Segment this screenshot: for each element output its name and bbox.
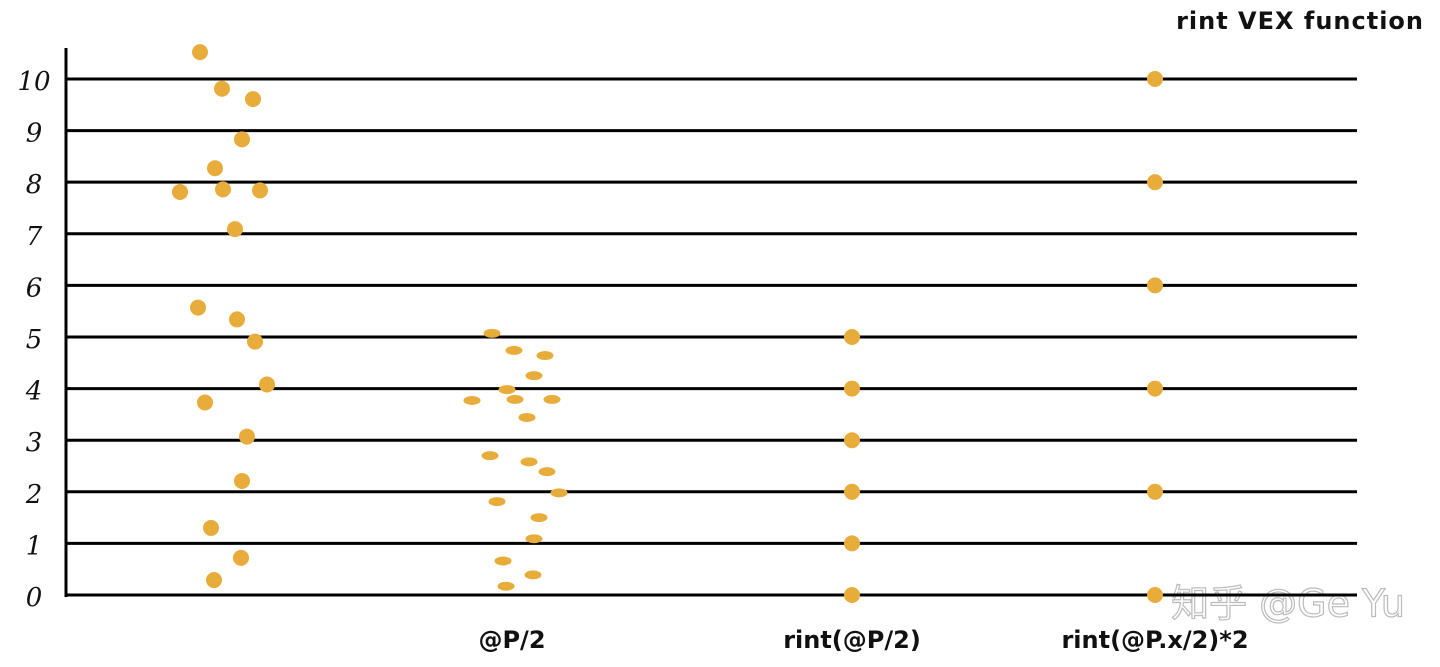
point [488, 497, 506, 507]
point [234, 131, 250, 148]
point [844, 483, 860, 500]
point [215, 181, 231, 198]
point [518, 412, 536, 422]
point [530, 513, 548, 523]
y-tick-label: 9 [26, 119, 43, 149]
point [506, 394, 524, 404]
y-tick-label: 6 [26, 273, 43, 303]
point [498, 385, 516, 395]
point [1147, 277, 1163, 294]
y-tick-label: 3 [26, 428, 43, 458]
y-tick-label: 7 [26, 222, 43, 252]
point [538, 467, 556, 477]
point [190, 299, 206, 316]
point [844, 328, 860, 345]
point [524, 570, 542, 580]
category-label: rint(@P.x/2)*2 [1061, 626, 1248, 654]
point [543, 394, 561, 404]
point [239, 428, 255, 445]
point [844, 535, 860, 552]
point [550, 488, 568, 498]
point [247, 333, 263, 350]
point [1147, 483, 1163, 500]
point [1147, 70, 1163, 87]
point [481, 451, 499, 461]
point [197, 394, 213, 411]
point [483, 328, 501, 338]
point [192, 44, 208, 61]
point [525, 534, 543, 544]
point [1147, 174, 1163, 191]
point [525, 371, 543, 381]
point [844, 432, 860, 449]
point [497, 581, 515, 591]
y-tick-label: 4 [25, 377, 43, 407]
point [229, 311, 245, 328]
y-tick-label: 5 [26, 325, 43, 355]
point [1147, 587, 1163, 603]
y-tick-label: 0 [26, 583, 43, 613]
point [227, 221, 243, 238]
point [172, 183, 188, 200]
point [520, 457, 538, 467]
watermark: 知乎 @Ge Yu [1171, 582, 1405, 626]
point [234, 472, 250, 489]
y-tick-label: 10 [17, 67, 50, 97]
category-label: rint(@P/2) [783, 626, 921, 654]
y-tick-label: 1 [26, 531, 43, 561]
point [207, 160, 223, 177]
point [259, 376, 275, 393]
point [1147, 380, 1163, 397]
point [505, 345, 523, 355]
point [463, 395, 481, 405]
point [203, 519, 219, 536]
point [494, 556, 512, 566]
point [252, 182, 268, 199]
point [233, 549, 249, 566]
category-label: @P/2 [478, 626, 545, 654]
point [206, 572, 222, 589]
y-tick-label: 8 [26, 170, 43, 200]
point [844, 587, 860, 603]
y-tick-label: 2 [25, 480, 43, 510]
point [844, 380, 860, 397]
point [245, 91, 261, 108]
point [536, 351, 554, 361]
title: rint VEX function [1176, 7, 1424, 35]
point [214, 80, 230, 97]
